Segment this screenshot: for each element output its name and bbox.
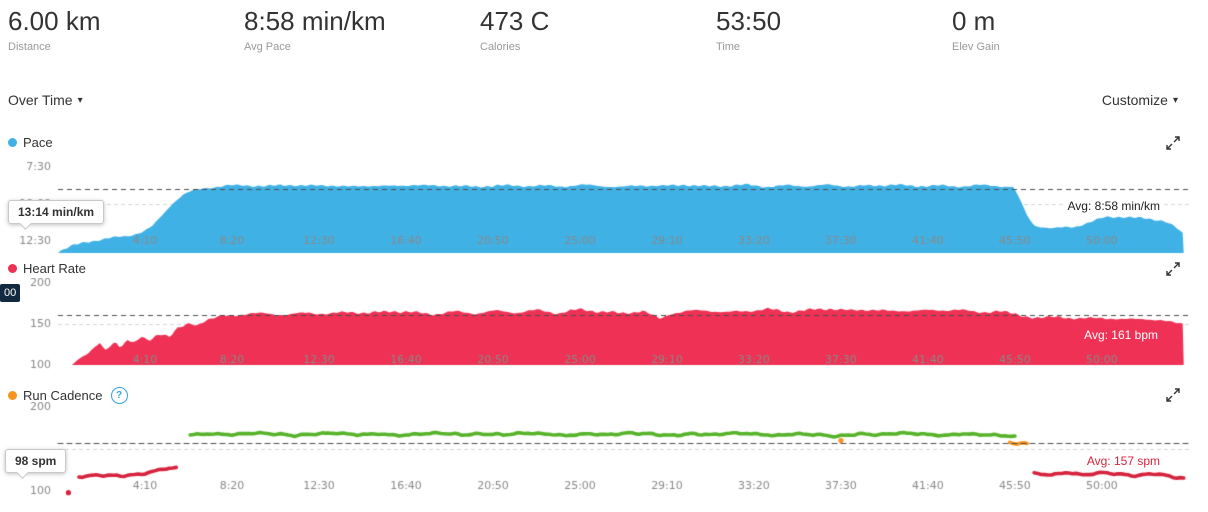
stat-calories-value: 473 C [480,6,550,36]
stat-distance-label: Distance [8,41,51,53]
stat-avg-pace-label: Avg Pace [244,41,291,53]
stat-time: 53:50 Time [716,6,952,53]
run-cadence-legend-label: Run Cadence [23,388,103,403]
run-cadence-chart-canvas[interactable] [0,402,1208,502]
heart-rate-chart-section: Heart Rate 00 Avg: 161 bpm [0,256,1208,382]
expand-icon[interactable] [1166,136,1180,150]
stat-distance-value: 6.00 km [8,6,101,36]
stat-elev-gain-value: 0 m [952,6,996,36]
heart-rate-legend-label: Heart Rate [23,261,86,276]
metric-mode-dropdown[interactable]: Over Time ▾ [8,92,83,108]
heart-rate-tooltip: 00 [0,284,21,302]
expand-icon[interactable] [1166,262,1180,276]
stat-elev-gain-label: Elev Gain [952,41,1000,53]
run-cadence-chart-section: Run Cadence ? 98 spm Avg: 157 spm [0,382,1208,510]
heart-rate-avg-badge: Avg: 161 bpm [1076,326,1166,344]
stat-elev-gain: 0 m Elev Gain [952,6,1188,53]
stat-calories: 473 C Calories [480,6,716,53]
pace-chart-section: Pace 13:14 min/km Avg: 8:58 min/km [0,130,1208,256]
heart-rate-legend-dot [8,264,17,273]
expand-icon[interactable] [1166,388,1180,402]
heart-rate-legend: Heart Rate [8,261,86,276]
run-cadence-avg-label: Avg: 157 spm [1082,453,1164,469]
stat-time-value: 53:50 [716,6,782,36]
activity-stats-bar: 6.00 km Distance 8:58 min/km Avg Pace 47… [0,0,1208,53]
run-cadence-legend-dot [8,391,17,400]
customize-dropdown[interactable]: Customize ▾ [1102,92,1178,108]
caret-down-icon: ▾ [77,94,83,106]
stat-time-label: Time [716,41,741,53]
metric-mode-label: Over Time [8,92,73,108]
pace-legend-label: Pace [23,135,53,150]
stat-avg-pace-value: 8:58 min/km [244,6,386,36]
chart-controls-row: Over Time ▾ Customize ▾ [8,92,1178,108]
run-cadence-legend: Run Cadence ? [8,387,128,404]
pace-chart-canvas[interactable] [0,154,1208,254]
customize-label: Customize [1101,92,1168,108]
pace-tooltip: 13:14 min/km [8,200,105,224]
stat-distance: 6.00 km Distance [8,6,244,53]
pace-avg-label: Avg: 8:58 min/km [1063,198,1164,214]
stat-avg-pace: 8:58 min/km Avg Pace [244,6,480,53]
caret-down-icon: ▾ [1172,94,1178,106]
pace-legend-dot [8,138,17,147]
pace-legend: Pace [8,135,53,150]
run-cadence-tooltip: 98 spm [5,449,67,473]
heart-rate-chart-canvas[interactable] [0,278,1208,373]
stat-calories-label: Calories [480,41,521,53]
